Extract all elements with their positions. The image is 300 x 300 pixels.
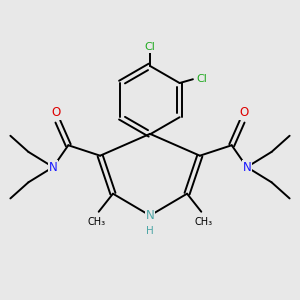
Text: N: N [242,160,251,174]
Text: CH₃: CH₃ [194,217,212,227]
Text: Cl: Cl [196,74,207,84]
Text: N: N [49,160,58,174]
Text: O: O [51,106,61,119]
Text: CH₃: CH₃ [88,217,106,227]
Text: O: O [239,106,249,119]
Text: Cl: Cl [145,42,155,52]
Text: H: H [146,226,154,236]
Text: N: N [146,209,154,222]
